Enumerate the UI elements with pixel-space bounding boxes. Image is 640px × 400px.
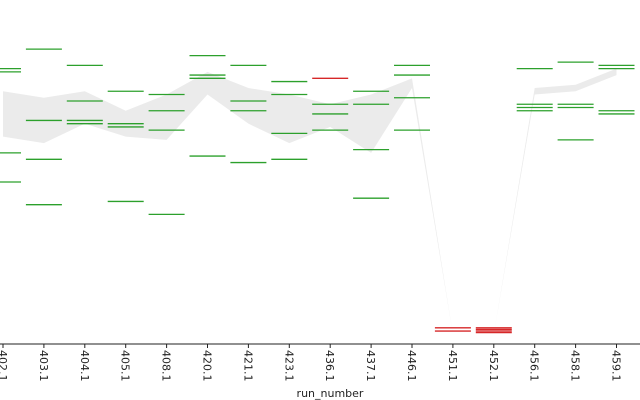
x-tick-label: 404.1 (78, 350, 91, 382)
x-tick-label: 451.1 (446, 350, 459, 382)
x-axis-ticks: 402.1 403.1 404.1 405.1 408.1 420.1 421.1 423.1… (0, 344, 623, 382)
x-tick-label: 408.1 (160, 350, 173, 382)
x-tick-label: 423.1 (282, 350, 295, 382)
x-tick-label: 458.1 (569, 350, 582, 382)
x-tick-label: 421.1 (241, 350, 254, 382)
x-tick-label: 403.1 (37, 350, 50, 382)
x-tick-label: 437.1 (364, 350, 377, 382)
x-tick-label: 456.1 (528, 350, 541, 382)
x-axis-title: run_number (297, 387, 364, 400)
x-tick-label: 402.1 (0, 350, 9, 382)
x-tick-label: 405.1 (119, 350, 132, 382)
confidence-band (3, 68, 617, 335)
x-tick-label: 459.1 (610, 350, 623, 382)
band-area (3, 68, 617, 335)
x-tick-label: 446.1 (405, 350, 418, 382)
x-tick-label: 436.1 (323, 350, 336, 382)
data-marks (0, 48, 635, 334)
x-tick-label: 452.1 (487, 350, 500, 382)
x-tick-label: 420.1 (201, 350, 214, 382)
